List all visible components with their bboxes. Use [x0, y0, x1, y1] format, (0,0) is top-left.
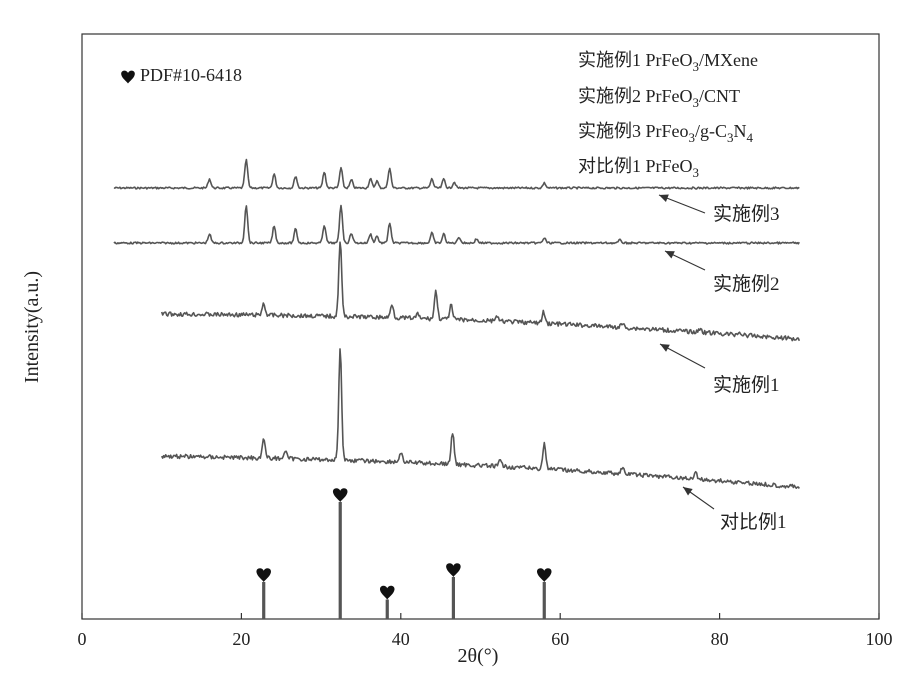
trace-1 — [114, 206, 799, 244]
annotation-label-2: 实施例1 — [713, 374, 780, 396]
xrd-traces — [114, 160, 799, 489]
trace-3 — [162, 349, 800, 489]
x-tick-label-5: 100 — [866, 629, 893, 649]
reference-peak-heart-icon-1 — [333, 488, 348, 502]
legend: 实施例1 PrFeO3​/MXene 实施例2 PrFeO3​/CNT 实施例3 P… — [578, 50, 758, 180]
x-tick-label-2: 40 — [392, 629, 410, 649]
trace-2 — [162, 242, 800, 341]
legend-entry-3: 对比例1 PrFeO3​ — [578, 156, 699, 180]
reference-peak-heart-icon-3 — [446, 563, 461, 577]
reference-heart-icon — [121, 71, 135, 84]
annotation-label-0: 实施例3 — [713, 203, 780, 225]
annotation-arrowhead-0 — [659, 195, 669, 202]
y-axis-title: Intensity(a.u.) — [21, 271, 43, 383]
x-axis-title: 2θ(°) — [458, 645, 499, 667]
x-tick-label-4: 80 — [711, 629, 729, 649]
legend-entry-0: 实施例1 PrFeO3​/MXene — [578, 50, 758, 74]
reference-peak-heart-icon-0 — [256, 568, 271, 582]
reference-legend: PDF#10-6418 — [121, 65, 242, 85]
annotation-label-1: 实施例2 — [713, 273, 780, 295]
legend-entry-2: 实施例3 PrFeo3​/g-C3​N4​ — [578, 121, 754, 145]
reference-peaks — [256, 488, 551, 619]
legend-entry-1: 实施例2 PrFeO3​/CNT — [578, 86, 740, 110]
reference-label: PDF#10-6418 — [140, 65, 242, 85]
x-tick-label-0: 0 — [78, 629, 87, 649]
x-tick-label-3: 60 — [551, 629, 569, 649]
reference-peak-heart-icon-4 — [537, 568, 552, 582]
annotation-label-3: 对比例1 — [720, 511, 787, 533]
reference-peak-heart-icon-2 — [380, 586, 395, 600]
annotation-arrowhead-3 — [683, 487, 693, 495]
x-tick-label-1: 20 — [232, 629, 250, 649]
x-axis-ticks — [82, 613, 879, 619]
